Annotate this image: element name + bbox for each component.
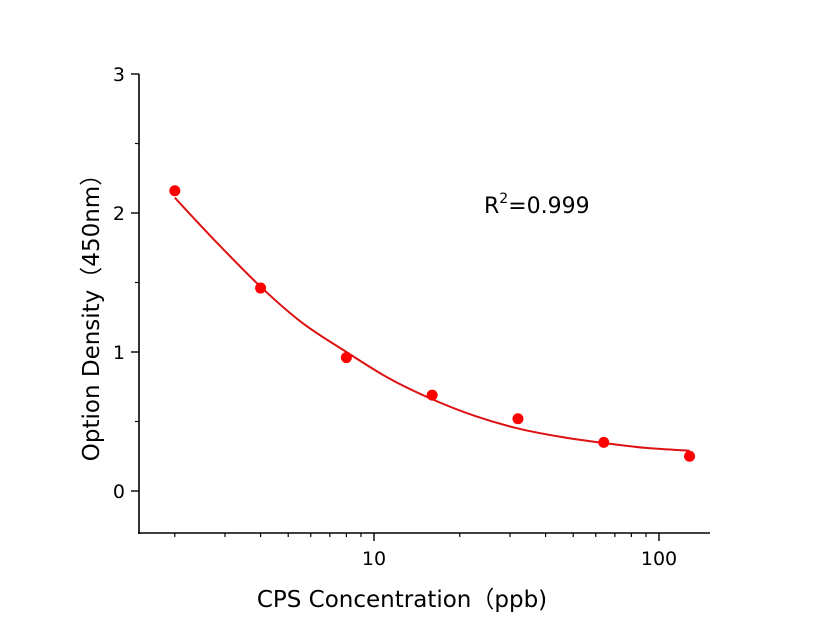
data-point bbox=[598, 436, 610, 448]
r-squared-value: =0.999 bbox=[508, 194, 589, 219]
y-tick-label: 1 bbox=[113, 342, 125, 364]
axes bbox=[138, 74, 710, 534]
data-point bbox=[169, 185, 181, 197]
data-points bbox=[169, 185, 696, 462]
data-point bbox=[426, 389, 438, 401]
fit-curve-group bbox=[174, 197, 690, 452]
x-tick-label: 10 bbox=[362, 548, 386, 570]
fit-curve bbox=[174, 197, 690, 452]
y-tick-label: 2 bbox=[113, 203, 125, 225]
x-tick-label: 100 bbox=[641, 548, 677, 570]
y-tick-label: 3 bbox=[113, 64, 125, 86]
y-axis-title: Option Density（450nm） bbox=[79, 163, 105, 461]
y-tick-label: 0 bbox=[113, 481, 125, 503]
data-point bbox=[255, 282, 267, 294]
data-point bbox=[684, 450, 696, 462]
data-point bbox=[512, 413, 524, 425]
r-squared-base: R bbox=[484, 194, 499, 219]
r-squared-annotation: R2=0.999 bbox=[484, 191, 590, 219]
x-axis-title: CPS Concentration（ppb) bbox=[257, 587, 547, 613]
data-point bbox=[340, 352, 352, 364]
ticks: 0 1 2 3 10 100 bbox=[113, 64, 677, 570]
r-squared-sup: 2 bbox=[499, 191, 508, 207]
